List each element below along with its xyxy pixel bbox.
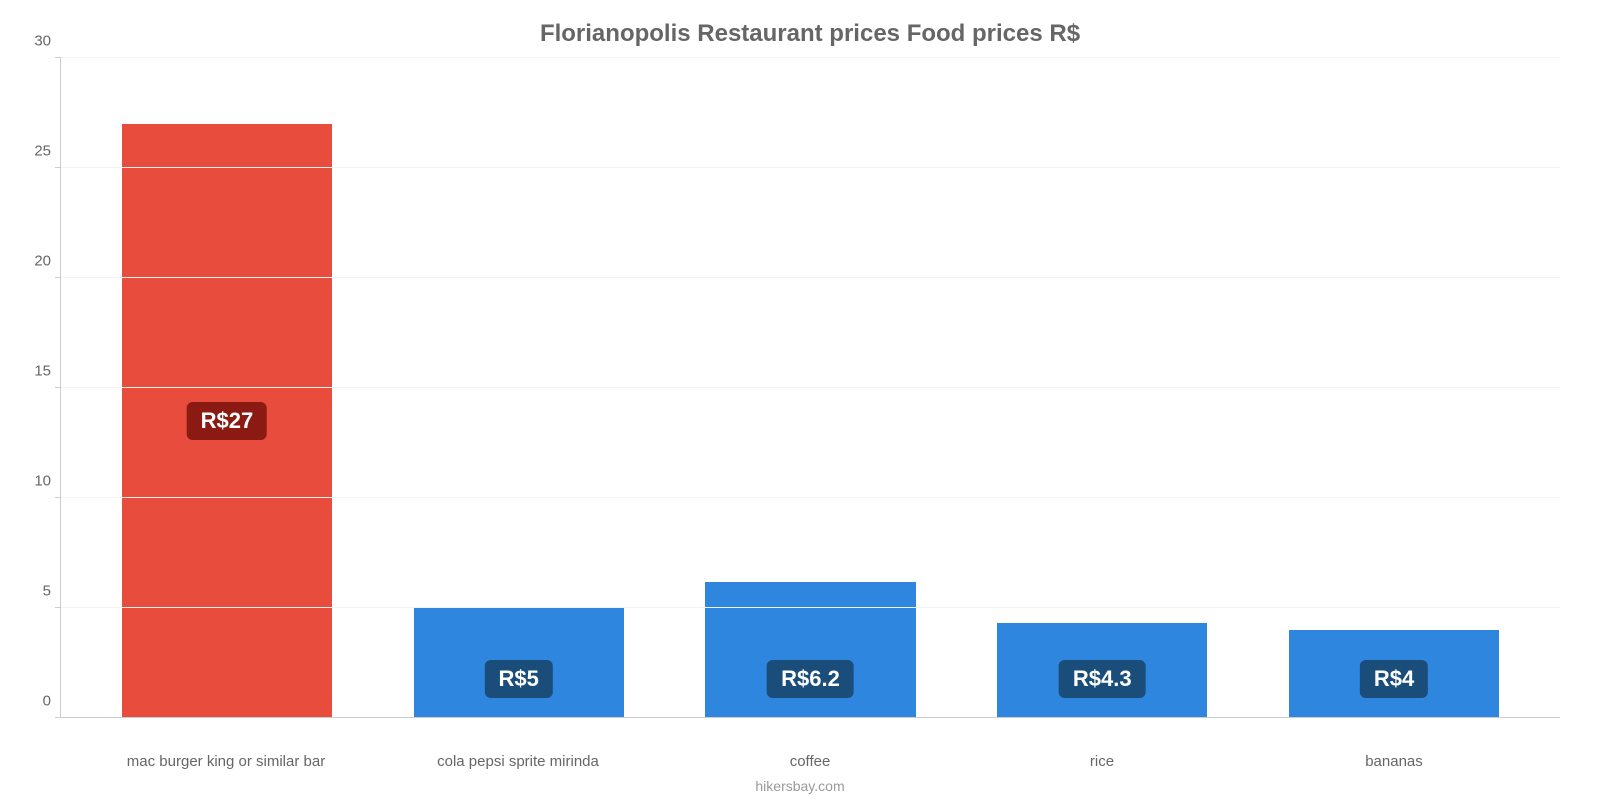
bar: R$4.3 [997, 623, 1207, 718]
y-tick-mark [55, 497, 61, 498]
x-axis-label: rice [956, 753, 1248, 770]
x-axis-labels: mac burger king or similar barcola pepsi… [60, 753, 1560, 770]
y-tick-mark [55, 277, 61, 278]
bar: R$4 [1289, 630, 1499, 718]
gridline [61, 497, 1560, 498]
bar: R$5 [414, 608, 624, 718]
chart-container: Florianopolis Restaurant prices Food pri… [0, 0, 1600, 800]
bars-row: R$27 R$5 R$6.2 R$4.3 R$4 [61, 58, 1560, 718]
y-tick-mark [55, 167, 61, 168]
bar-slot: R$5 [373, 58, 665, 718]
attribution: hikersbay.com [0, 778, 1600, 794]
gridline [61, 387, 1560, 388]
bar-slot: R$27 [81, 58, 373, 718]
bar-value-badge: R$27 [187, 402, 268, 440]
baseline [61, 717, 1560, 718]
y-tick-mark [55, 717, 61, 718]
bar-value-badge: R$4.3 [1059, 660, 1146, 698]
x-axis-label: mac burger king or similar bar [80, 753, 372, 770]
bar-value-badge: R$4 [1360, 660, 1428, 698]
bar-slot: R$4 [1248, 58, 1540, 718]
bar-slot: R$6.2 [665, 58, 957, 718]
bar-slot: R$4.3 [956, 58, 1248, 718]
plot-area: R$27R$5R$6.2R$4.3R$4 051015202530 [60, 58, 1560, 718]
gridline [61, 167, 1560, 168]
chart-title: Florianopolis Restaurant prices Food pri… [60, 20, 1560, 48]
bar: R$27 [122, 124, 332, 718]
gridline [61, 277, 1560, 278]
y-tick-label: 25 [11, 143, 51, 160]
y-tick-label: 30 [11, 33, 51, 50]
bar: R$6.2 [705, 582, 915, 718]
gridline [61, 57, 1560, 58]
bar-value-badge: R$5 [485, 660, 553, 698]
x-axis-label: cola pepsi sprite mirinda [372, 753, 664, 770]
y-tick-label: 10 [11, 473, 51, 490]
x-axis-label: coffee [664, 753, 956, 770]
y-tick-mark [55, 607, 61, 608]
y-tick-label: 5 [11, 583, 51, 600]
y-tick-label: 20 [11, 253, 51, 270]
y-tick-label: 0 [11, 693, 51, 710]
bar-value-badge: R$6.2 [767, 660, 854, 698]
gridline [61, 607, 1560, 608]
y-tick-label: 15 [11, 363, 51, 380]
x-axis-label: bananas [1248, 753, 1540, 770]
y-tick-mark [55, 387, 61, 388]
y-tick-mark [55, 57, 61, 58]
